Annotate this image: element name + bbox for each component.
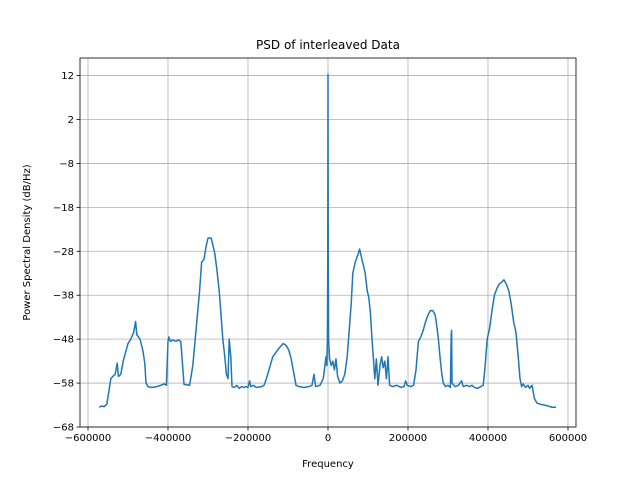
x-tick-label: −400000	[145, 433, 192, 444]
x-tick-label: 600000	[549, 433, 587, 444]
y-tick-label: −8	[59, 159, 74, 170]
y-tick-label: 2	[68, 115, 74, 126]
y-tick-label: 12	[61, 71, 74, 82]
y-tick-label: −18	[53, 203, 74, 214]
psd-series-line	[98, 73, 556, 408]
x-tick-label: −200000	[225, 433, 272, 444]
x-tick-label: 0	[325, 433, 331, 444]
x-tick-label: −600000	[65, 433, 112, 444]
y-tick-label: −28	[53, 247, 74, 258]
x-tick-label: 200000	[389, 433, 427, 444]
x-tick-label: 400000	[469, 433, 507, 444]
data-layer	[98, 73, 556, 408]
y-tick-label: −48	[53, 335, 74, 346]
x-axis-title: Frequency	[302, 459, 354, 470]
y-tick-label: −58	[53, 379, 74, 390]
y-tick-label: −38	[53, 291, 74, 302]
y-tick-label: −68	[53, 423, 74, 434]
y-axis-title: Power Spectral Density (dB/Hz)	[22, 164, 33, 320]
ticks: −600000 −400000 −200000 0 200000 400000 600000…	[53, 71, 587, 444]
chart-title: PSD of interleaved Data	[256, 38, 400, 52]
